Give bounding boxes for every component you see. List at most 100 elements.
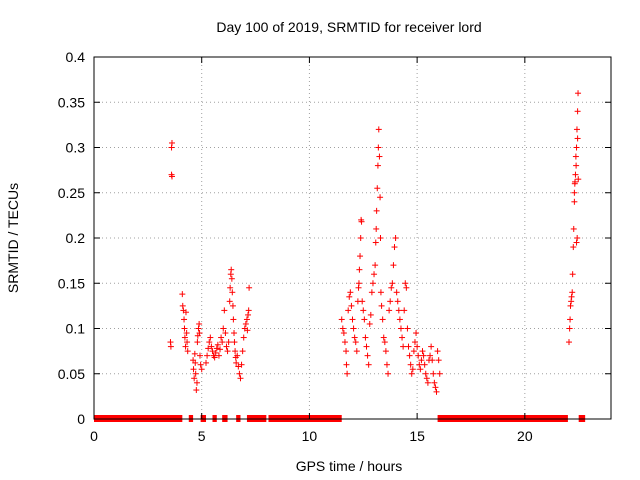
data-point [227, 284, 234, 291]
data-point [184, 348, 191, 355]
data-point [345, 307, 352, 314]
data-point [341, 339, 348, 346]
data-point [388, 284, 395, 291]
data-point [196, 320, 203, 327]
data-point [386, 307, 393, 314]
data-point [377, 235, 384, 241]
data-point [182, 309, 189, 316]
data-point [400, 343, 407, 350]
data-point [229, 302, 236, 309]
data-point [238, 361, 245, 368]
data-point [217, 346, 224, 353]
data-point [352, 339, 359, 346]
data-point [373, 225, 380, 232]
data-point [196, 330, 203, 337]
data-point [429, 357, 436, 364]
data-point [427, 352, 434, 359]
data-point [197, 361, 204, 368]
data-point [407, 361, 414, 368]
y-tick-label: 0.3 [66, 140, 86, 156]
data-point [431, 379, 438, 386]
data-point [209, 348, 216, 355]
data-point [369, 280, 376, 287]
data-point [350, 325, 357, 332]
data-point [221, 307, 228, 314]
data-point [575, 176, 582, 183]
data-point [233, 359, 240, 366]
y-tick-label: 0.2 [66, 230, 86, 246]
data-point [570, 225, 577, 232]
data-point [411, 339, 418, 346]
data-point [417, 366, 424, 373]
data-point [371, 271, 378, 278]
data-point [179, 302, 186, 309]
data-point [349, 316, 356, 323]
data-point [231, 339, 238, 346]
data-point [239, 348, 246, 355]
data-point [245, 311, 252, 318]
data-point [366, 320, 373, 327]
data-point [340, 330, 347, 337]
data-point [191, 375, 198, 382]
data-point [338, 316, 345, 323]
data-point [242, 320, 249, 327]
data-point [184, 339, 191, 346]
data-point [401, 307, 408, 314]
data-point [346, 293, 353, 300]
data-point [383, 361, 390, 368]
x-tick-label: 10 [302, 428, 318, 444]
data-point [364, 352, 371, 359]
data-point [415, 352, 422, 359]
tick-labels: 0 5 10 15 20 0 0.05 0.1 0.15 0.2 0.25 0.3 0.35 0.4 [58, 49, 533, 444]
data-point [203, 359, 210, 366]
data-point [566, 325, 573, 332]
data-point [168, 139, 175, 146]
data-point [190, 366, 197, 373]
data-point [385, 370, 392, 377]
data-point [245, 307, 252, 314]
data-point [232, 348, 239, 355]
y-tick-label: 0.05 [58, 366, 85, 382]
data-point [416, 361, 423, 368]
data-point [573, 144, 580, 151]
data-point [231, 330, 238, 337]
data-point [574, 108, 581, 115]
data-point [571, 198, 578, 205]
data-point [410, 348, 417, 355]
data-point [220, 325, 227, 332]
data-point [213, 345, 220, 352]
data-point [422, 370, 429, 377]
data-point [206, 339, 213, 346]
data-point [236, 370, 243, 377]
data-point [211, 354, 218, 361]
data-point [357, 235, 364, 241]
y-tick-label: 0.15 [58, 275, 85, 291]
grid [94, 57, 611, 419]
data-point [373, 207, 380, 214]
data-point [395, 307, 402, 314]
y-tick-label: 0.1 [66, 321, 86, 337]
data-point [344, 370, 351, 377]
data-point [356, 266, 363, 273]
data-point [224, 348, 231, 355]
data-point [205, 345, 212, 352]
data-point [208, 343, 215, 350]
data-point [419, 348, 426, 355]
data-point [234, 352, 241, 359]
data-point [382, 348, 389, 355]
data-point [424, 379, 431, 386]
data-point [228, 275, 235, 282]
data-point [348, 302, 355, 309]
y-tick-label: 0.4 [66, 49, 86, 65]
data-point [420, 352, 427, 359]
data-point [168, 173, 175, 180]
data-point [379, 316, 386, 323]
data-point [569, 271, 576, 278]
data-point [432, 384, 439, 391]
data-point [434, 348, 441, 355]
data-point [357, 253, 364, 260]
data-point [207, 334, 214, 341]
data-point [374, 162, 381, 169]
data-point [226, 298, 233, 305]
data-point [195, 325, 202, 332]
